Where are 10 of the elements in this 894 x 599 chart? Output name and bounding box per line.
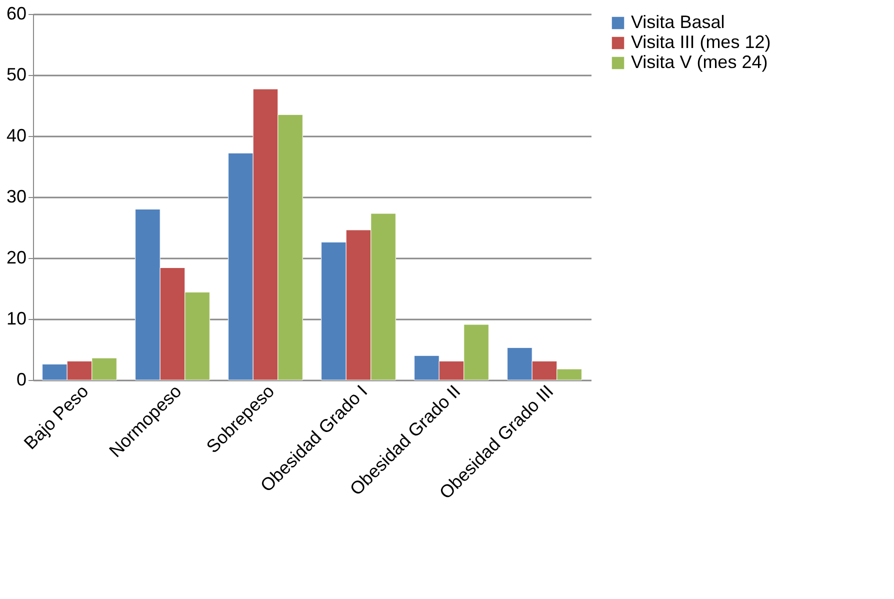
y-tick-label: 20 (6, 248, 26, 268)
y-tick-label: 10 (6, 308, 26, 328)
y-tick-label: 50 (6, 64, 26, 84)
y-tick-label: 40 (6, 126, 26, 146)
legend-label: Visita III (mes 12) (631, 32, 771, 52)
legend-label: Visita V (mes 24) (631, 52, 768, 72)
y-tick-label: 30 (6, 186, 26, 206)
y-tick-label: 0 (16, 370, 26, 390)
legend-label: Visita Basal (631, 12, 725, 32)
y-tick-label: 60 (6, 4, 26, 24)
